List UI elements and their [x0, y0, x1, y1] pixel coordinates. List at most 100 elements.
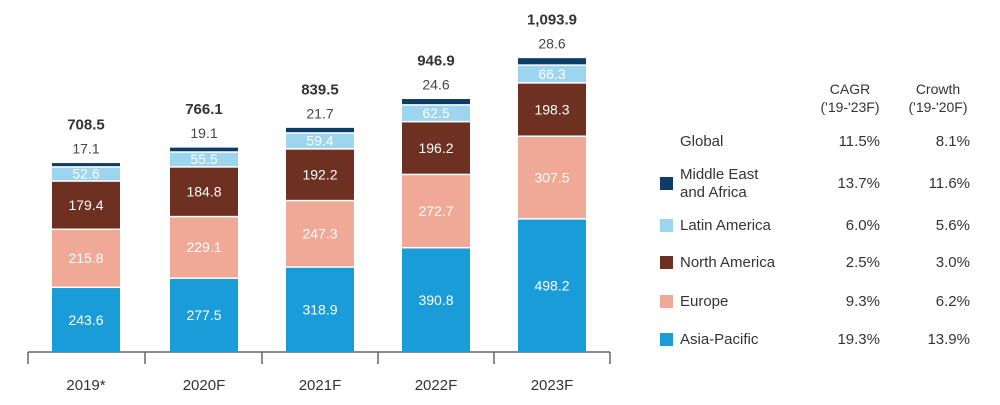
data-label-europe-0: 215.8: [68, 250, 103, 266]
bar-segment-europe-2: [286, 201, 354, 267]
x-tick-label-1: 2020F: [183, 377, 226, 394]
header-growth: Crowth ('19-'20F): [898, 80, 978, 116]
bar-segment-europe-4: [518, 136, 586, 219]
legend-table: CAGR ('19-'23F) Crowth ('19-'20F) Global…: [660, 0, 995, 405]
legend-label-line: Latin America: [680, 217, 771, 234]
data-label-latin-america-3: 62.5: [422, 105, 449, 121]
bar-segment-asia-pacific-2: [286, 267, 354, 352]
legend-label-asia-pacific: Asia-Pacific: [680, 331, 758, 349]
bar-segment-middle-east-and-africa-3: [402, 99, 470, 105]
data-label-north-america-1: 184.8: [186, 184, 221, 200]
data-label-europe-1: 229.1: [186, 239, 221, 255]
bar-segment-north-america-1: [170, 167, 238, 216]
legend-label-line: Middle East: [680, 166, 759, 183]
legend-row-north-america: North America 2.5% 3.0%: [660, 243, 995, 283]
legend-label-line: Asia-Pacific: [680, 331, 759, 348]
legend-label-line: North America: [680, 254, 776, 271]
bar-segment-middle-east-and-africa-2: [286, 127, 354, 133]
data-label-asia-pacific-0: 243.6: [68, 312, 103, 328]
legend-row-latin-america: Latin America 6.0% 5.6%: [660, 206, 995, 246]
bar-segment-asia-pacific-4: [518, 219, 586, 352]
legend-swatch-latin-america: [660, 219, 673, 232]
data-label-north-america-4: 198.3: [534, 101, 569, 117]
legend-label-global: Global: [680, 133, 723, 151]
growth-value-europe: 6.2%: [935, 293, 970, 310]
x-tick-label-0: 2019*: [66, 377, 105, 394]
legend-row-middle-east-and-africa: Middle East and Africa 13.7% 11.6%: [660, 164, 995, 204]
cagr-value-asia-pacific: 19.3%: [837, 331, 880, 348]
legend-label-line: Europe: [680, 293, 729, 310]
cagr-value-europe: 9.3%: [845, 293, 880, 310]
growth-value-asia-pacific: 13.9%: [927, 331, 970, 348]
header-growth-period: ('19-'20F): [908, 99, 968, 115]
x-tick-label-2: 2021F: [299, 377, 342, 394]
bar-segment-latin-america-0: [52, 167, 120, 181]
bar-segment-latin-america-4: [518, 65, 586, 83]
legend-swatch-asia-pacific: [660, 333, 673, 346]
growth-value-latin-america: 5.6%: [935, 217, 970, 234]
total-label-0: 708.5: [67, 117, 105, 134]
growth-value-global: 8.1%: [935, 133, 970, 150]
header-growth-title: Crowth: [915, 81, 961, 97]
total-label-1: 766.1: [185, 101, 223, 118]
cagr-value-middle-east-and-africa: 13.7%: [837, 175, 880, 192]
data-label-asia-pacific-4: 498.2: [534, 278, 569, 294]
header-cagr-title: CAGR: [829, 81, 871, 97]
data-label-asia-pacific-1: 277.5: [186, 307, 221, 323]
x-tick-label-4: 2023F: [531, 377, 574, 394]
data-label-latin-america-4: 66.3: [538, 66, 565, 82]
legend-label-line: Global: [680, 133, 724, 150]
bar-segment-asia-pacific-1: [170, 278, 238, 352]
legend-swatch-middle-east-and-africa: [660, 177, 673, 190]
data-label-middle-east-and-africa-2: 21.7: [306, 105, 333, 121]
bar-segment-middle-east-and-africa-4: [518, 58, 586, 65]
data-label-middle-east-and-africa-3: 24.6: [422, 77, 449, 93]
header-cagr-period: ('19-'23F): [820, 99, 880, 115]
legend-label-middle-east-and-africa: Middle East and Africa: [680, 166, 758, 202]
data-label-europe-2: 247.3: [302, 226, 337, 242]
data-label-middle-east-and-africa-1: 19.1: [190, 125, 217, 141]
header-cagr: CAGR ('19-'23F): [810, 80, 890, 116]
legend-swatch-europe: [660, 295, 673, 308]
data-label-north-america-0: 179.4: [68, 197, 103, 213]
legend-row-europe: Europe 9.3% 6.2%: [660, 282, 995, 322]
cagr-value-north-america: 2.5%: [845, 254, 880, 271]
data-label-europe-3: 272.7: [418, 203, 453, 219]
bar-segment-latin-america-1: [170, 152, 238, 167]
cagr-value-latin-america: 6.0%: [845, 217, 880, 234]
data-label-europe-4: 307.5: [534, 169, 569, 185]
data-label-asia-pacific-3: 390.8: [418, 292, 453, 308]
bar-segment-europe-1: [170, 217, 238, 278]
stacked-bar-chart: 243.6 215.8 179.4 52.6 17.1 708.5 2019* 277.5 22…: [27, 12, 611, 394]
growth-value-middle-east-and-africa: 11.6%: [928, 175, 970, 192]
cagr-value-global: 11.5%: [838, 133, 880, 150]
total-label-4: 1,093.9: [527, 12, 577, 29]
legend-label-latin-america: Latin America: [680, 217, 771, 235]
data-label-middle-east-and-africa-4: 28.6: [538, 36, 565, 52]
legend-label-line: and Africa: [680, 184, 747, 201]
bar-segment-north-america-2: [286, 149, 354, 200]
legend-row-global: Global 11.5% 8.1%: [660, 122, 995, 162]
bar-segment-asia-pacific-3: [402, 248, 470, 352]
bar-segment-latin-america-2: [286, 133, 354, 149]
data-label-middle-east-and-africa-0: 17.1: [72, 141, 99, 157]
data-label-north-america-2: 192.2: [302, 166, 337, 182]
bar-segment-north-america-3: [402, 122, 470, 174]
bar-segment-europe-0: [52, 230, 120, 287]
bar-segment-asia-pacific-0: [52, 288, 120, 352]
legend-label-north-america: North America: [680, 254, 775, 272]
bar-segment-middle-east-and-africa-1: [170, 147, 238, 152]
growth-value-north-america: 3.0%: [935, 254, 970, 271]
data-label-latin-america-0: 52.6: [72, 166, 99, 182]
x-tick-label-3: 2022F: [415, 377, 458, 394]
bar-segment-north-america-0: [52, 181, 120, 229]
data-label-latin-america-1: 55.5: [190, 151, 217, 167]
data-label-latin-america-2: 59.4: [306, 133, 333, 149]
legend-label-europe: Europe: [680, 293, 728, 311]
bar-segment-europe-3: [402, 175, 470, 247]
total-label-3: 946.9: [417, 53, 455, 70]
legend-row-asia-pacific: Asia-Pacific 19.3% 13.9%: [660, 320, 995, 360]
bar-segment-north-america-4: [518, 83, 586, 136]
bar-segment-middle-east-and-africa-0: [52, 163, 120, 167]
bar-segment-latin-america-3: [402, 105, 470, 121]
